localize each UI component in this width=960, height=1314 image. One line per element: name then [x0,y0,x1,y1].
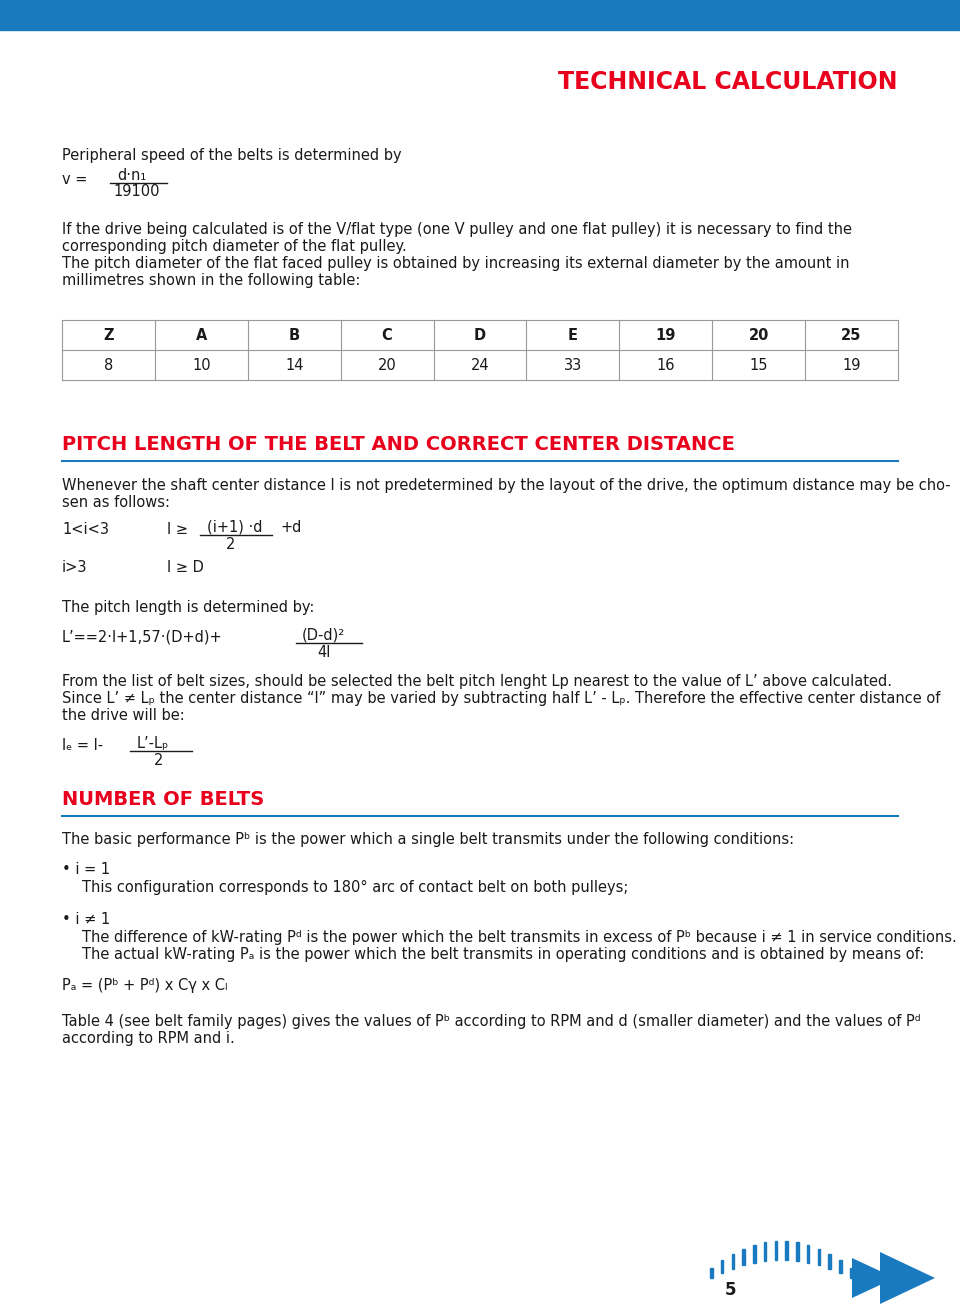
Text: Whenever the shaft center distance l is not predetermined by the layout of the d: Whenever the shaft center distance l is … [62,478,950,493]
Bar [753,1244,756,1263]
Bar [785,1242,788,1260]
Bar [850,1268,852,1279]
Text: The pitch length is determined by:: The pitch length is determined by: [62,600,314,615]
Bar [721,1260,723,1273]
Text: The basic performance Pᵇ is the power which a single belt transmits under the fo: The basic performance Pᵇ is the power wh… [62,832,794,848]
Text: 8: 8 [104,357,113,372]
Text: 15: 15 [750,357,768,372]
Text: sen as follows:: sen as follows: [62,495,170,510]
Text: NUMBER OF BELTS: NUMBER OF BELTS [62,790,264,809]
Text: Z: Z [103,327,113,343]
Text: The difference of kW-rating Pᵈ is the power which the belt transmits in excess o: The difference of kW-rating Pᵈ is the po… [82,930,957,945]
Text: +d: +d [280,520,301,535]
Bar [0,0,960,30]
Text: Pₐ = (Pᵇ + Pᵈ) x Cγ x Cₗ: Pₐ = (Pᵇ + Pᵈ) x Cγ x Cₗ [62,978,228,993]
Text: If the drive being calculated is of the V/flat type (one V pulley and one flat p: If the drive being calculated is of the … [62,222,852,237]
Text: according to RPM and i.: according to RPM and i. [62,1031,235,1046]
Text: 2: 2 [226,537,235,552]
Text: v =: v = [62,172,87,187]
Text: (D-d)²: (D-d)² [302,628,346,643]
Text: 20: 20 [377,357,396,372]
Bar [732,1254,734,1268]
Text: Table 4 (see belt family pages) gives the values of Pᵇ according to RPM and d (s: Table 4 (see belt family pages) gives th… [62,1014,921,1029]
Text: Lʼ==2·l+1,57·(D+d)+: Lʼ==2·l+1,57·(D+d)+ [62,629,223,645]
Text: l ≥: l ≥ [167,522,188,537]
Text: The actual kW-rating Pₐ is the power which the belt transmits in operating condi: The actual kW-rating Pₐ is the power whi… [82,947,924,962]
Text: 4l: 4l [317,645,330,660]
Text: 33: 33 [564,357,582,372]
Text: 16: 16 [657,357,675,372]
Text: 10: 10 [192,357,210,372]
Text: Peripheral speed of the belts is determined by: Peripheral speed of the belts is determi… [62,148,401,163]
Text: 19: 19 [656,327,676,343]
Text: 19: 19 [842,357,861,372]
Text: (i+1) ·d: (i+1) ·d [207,520,262,535]
Bar [818,1248,820,1265]
Bar [807,1244,809,1263]
Text: E: E [568,327,578,343]
Text: C: C [382,327,393,343]
Text: This configuration corresponds to 180° arc of contact belt on both pulleys;: This configuration corresponds to 180° a… [82,880,629,895]
Text: 19100: 19100 [113,184,159,198]
Text: TECHNICAL CALCULATION: TECHNICAL CALCULATION [559,70,898,95]
Text: d·n₁: d·n₁ [117,168,146,183]
Text: PITCH LENGTH OF THE BELT AND CORRECT CENTER DISTANCE: PITCH LENGTH OF THE BELT AND CORRECT CEN… [62,435,734,455]
Text: 24: 24 [470,357,490,372]
Text: l ≥ D: l ≥ D [167,560,204,576]
Text: • i = 1: • i = 1 [62,862,110,876]
Bar [775,1242,777,1260]
Bar [839,1260,842,1273]
Bar [764,1243,766,1261]
Text: lₑ = l-: lₑ = l- [62,738,103,753]
Text: 2: 2 [154,753,163,767]
Text: • i ≠ 1: • i ≠ 1 [62,912,110,926]
Text: 14: 14 [285,357,303,372]
Text: D: D [474,327,486,343]
Polygon shape [852,1257,895,1298]
Text: The pitch diameter of the flat faced pulley is obtained by increasing its extern: The pitch diameter of the flat faced pul… [62,256,850,271]
Text: 5: 5 [724,1281,735,1300]
Bar [710,1268,712,1279]
Polygon shape [880,1252,935,1303]
Bar [796,1243,799,1261]
Text: A: A [196,327,207,343]
Text: 25: 25 [841,327,862,343]
Text: 1<i<3: 1<i<3 [62,522,109,537]
Text: 20: 20 [749,327,769,343]
Text: the drive will be:: the drive will be: [62,708,184,723]
Text: Since Lʼ ≠ Lₚ the center distance “l” may be varied by subtracting half Lʼ - Lₚ.: Since Lʼ ≠ Lₚ the center distance “l” ma… [62,691,941,706]
Text: i>3: i>3 [62,560,87,576]
Bar [828,1254,831,1268]
Text: From the list of belt sizes, should be selected the belt pitch lenght Lp nearest: From the list of belt sizes, should be s… [62,674,892,689]
Text: B: B [289,327,300,343]
Bar [742,1248,745,1265]
Text: millimetres shown in the following table:: millimetres shown in the following table… [62,273,360,288]
Text: corresponding pitch diameter of the flat pulley.: corresponding pitch diameter of the flat… [62,239,407,254]
Text: Lʼ-Lₚ: Lʼ-Lₚ [137,736,169,752]
